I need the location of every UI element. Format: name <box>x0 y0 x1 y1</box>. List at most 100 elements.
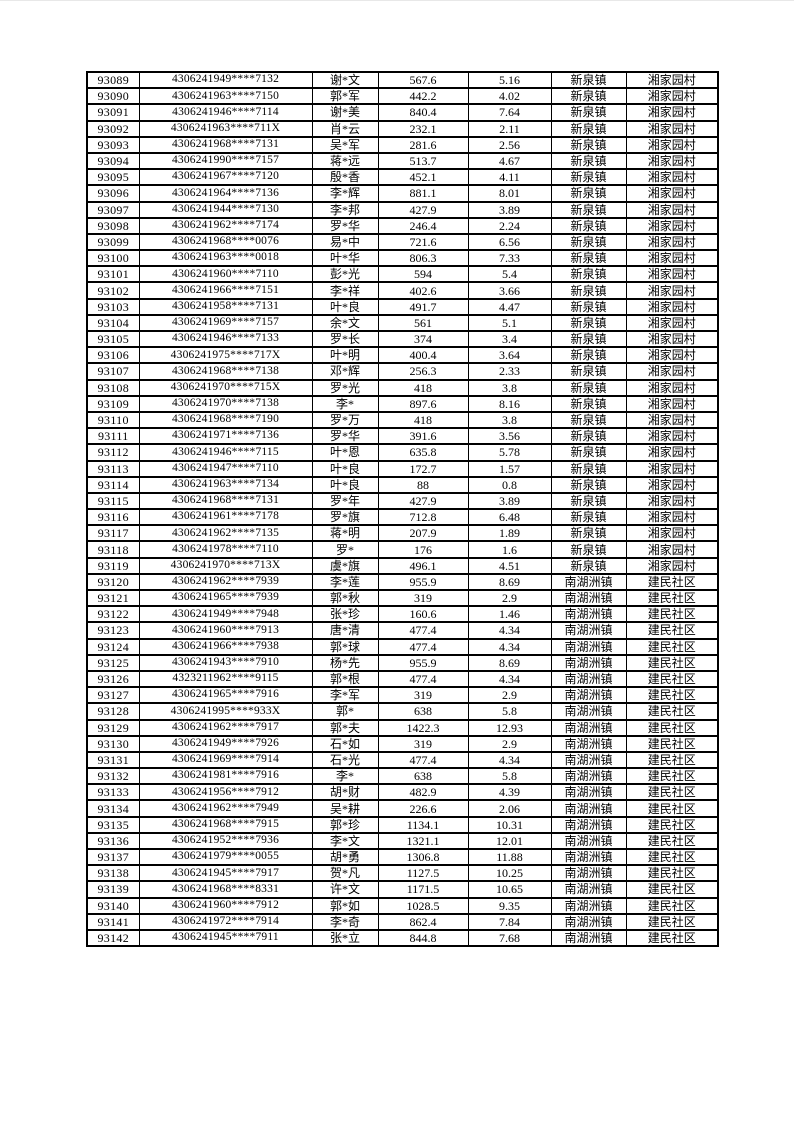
row-index: 93133 <box>86 783 140 802</box>
secondary-value: 5.1 <box>467 313 552 333</box>
village-name: 建民社区 <box>625 718 719 737</box>
id-number-masked: 4306241972****7914 <box>138 912 313 931</box>
table-row: 93139 4306241968****8331 许*文 1171.5 10.65 南湖洲… <box>86 880 719 899</box>
row-index: 93123 <box>86 621 140 640</box>
secondary-value: 7.64 <box>467 103 552 122</box>
row-index: 93094 <box>86 151 140 171</box>
village-name: 湘家园村 <box>625 508 719 527</box>
amount-value: 232.1 <box>377 119 469 138</box>
amount-value: 955.9 <box>377 653 469 672</box>
secondary-value: 3.56 <box>467 427 552 446</box>
id-number-masked: 4306241945****7917 <box>138 864 313 883</box>
secondary-value: 2.33 <box>467 362 552 381</box>
table-row: 93105 4306241946****7133 罗*长 374 3.4 新泉镇 湘家园村 <box>86 329 719 349</box>
town-name: 南湖洲镇 <box>550 605 627 624</box>
town-name: 南湖洲镇 <box>550 653 627 672</box>
person-name: 胡*勇 <box>311 847 379 867</box>
person-name: 张*珍 <box>311 605 379 624</box>
town-name: 新泉镇 <box>550 508 627 527</box>
row-index: 93091 <box>86 103 140 122</box>
row-index: 93122 <box>86 605 140 624</box>
village-name: 湘家园村 <box>625 378 719 397</box>
table-row: 93096 4306241964****7136 李*辉 881.1 8.01 新泉镇 湘家… <box>86 184 719 203</box>
person-name: 郭*根 <box>311 669 379 689</box>
town-name: 新泉镇 <box>550 281 627 300</box>
village-name: 建民社区 <box>625 572 719 592</box>
town-name: 新泉镇 <box>550 475 627 494</box>
town-name: 南湖洲镇 <box>550 815 627 834</box>
row-index: 93127 <box>86 686 140 705</box>
row-index: 93125 <box>86 653 140 672</box>
person-name: 李* <box>311 767 379 786</box>
person-name: 罗*长 <box>311 329 379 349</box>
table-row: 93130 4306241949****7926 石*如 319 2.9 南湖洲镇 建民社区 <box>86 734 719 753</box>
amount-value: 1321.1 <box>377 831 469 851</box>
town-name: 南湖洲镇 <box>550 621 627 640</box>
town-name: 新泉镇 <box>550 491 627 511</box>
secondary-value: 2.9 <box>467 686 552 705</box>
id-number-masked: 4306241978****7110 <box>138 540 313 559</box>
secondary-value: 4.11 <box>467 168 552 187</box>
person-name: 郭*秋 <box>311 588 379 608</box>
town-name: 南湖洲镇 <box>550 718 627 737</box>
id-number-masked: 4306241968****8331 <box>138 880 313 899</box>
person-name: 唐*清 <box>311 621 379 640</box>
town-name: 新泉镇 <box>550 103 627 122</box>
amount-value: 897.6 <box>377 394 469 413</box>
secondary-value: 4.34 <box>467 750 552 770</box>
table-row: 93119 4306241970****713X 虞*旗 496.1 4.51 新泉镇 湘家… <box>86 556 719 575</box>
town-name: 南湖洲镇 <box>550 847 627 867</box>
town-name: 新泉镇 <box>550 200 627 219</box>
town-name: 新泉镇 <box>550 265 627 284</box>
amount-value: 477.4 <box>377 669 469 689</box>
id-number-masked: 4306241946****7115 <box>138 443 313 462</box>
secondary-value: 10.31 <box>467 815 552 834</box>
town-name: 南湖洲镇 <box>550 588 627 608</box>
row-index: 93092 <box>86 119 140 138</box>
amount-value: 176 <box>377 540 469 559</box>
town-name: 新泉镇 <box>550 70 627 90</box>
secondary-value: 7.84 <box>467 912 552 931</box>
row-index: 93140 <box>86 896 140 915</box>
village-name: 湘家园村 <box>625 184 719 203</box>
person-name: 邓*辉 <box>311 362 379 381</box>
person-name: 罗*华 <box>311 427 379 446</box>
id-number-masked: 4306241963****7134 <box>138 475 313 494</box>
secondary-value: 2.9 <box>467 588 552 608</box>
row-index: 93093 <box>86 135 140 154</box>
town-name: 南湖洲镇 <box>550 637 627 656</box>
village-name: 湘家园村 <box>625 151 719 171</box>
id-number-masked: 4306241967****7120 <box>138 168 313 187</box>
secondary-value: 1.89 <box>467 524 552 543</box>
amount-value: 172.7 <box>377 459 469 478</box>
amount-value: 1028.5 <box>377 896 469 915</box>
id-number-masked: 4306241963****711X <box>138 119 313 138</box>
town-name: 新泉镇 <box>550 427 627 446</box>
secondary-value: 7.33 <box>467 249 552 268</box>
town-name: 新泉镇 <box>550 459 627 478</box>
row-index: 93139 <box>86 880 140 899</box>
village-name: 建民社区 <box>625 864 719 883</box>
village-name: 建民社区 <box>625 815 719 834</box>
secondary-value: 3.89 <box>467 200 552 219</box>
person-name: 罗* <box>311 540 379 559</box>
id-number-masked: 4306241979****0055 <box>138 847 313 867</box>
person-name: 胡*财 <box>311 783 379 802</box>
id-number-masked: 4306241943****7910 <box>138 653 313 672</box>
table-row: 93122 4306241949****7948 张*珍 160.6 1.46 南湖洲镇建… <box>86 605 719 624</box>
village-name: 建民社区 <box>625 750 719 770</box>
id-number-masked: 4306241968****7138 <box>138 362 313 381</box>
id-number-masked: 4306241995****933X <box>138 702 313 721</box>
id-number-masked: 4306241947****7110 <box>138 459 313 478</box>
secondary-value: 8.69 <box>467 653 552 672</box>
person-name: 李*文 <box>311 831 379 851</box>
village-name: 湘家园村 <box>625 265 719 284</box>
village-name: 建民社区 <box>625 605 719 624</box>
table-row: 93129 4306241962****7917 郭*夫 1422.3 12.93 南湖洲… <box>86 718 719 737</box>
amount-value: 427.9 <box>377 491 469 511</box>
row-index: 93100 <box>86 249 140 268</box>
town-name: 新泉镇 <box>550 556 627 575</box>
row-index: 93106 <box>86 346 140 365</box>
village-name: 湘家园村 <box>625 394 719 413</box>
village-name: 湘家园村 <box>625 103 719 122</box>
